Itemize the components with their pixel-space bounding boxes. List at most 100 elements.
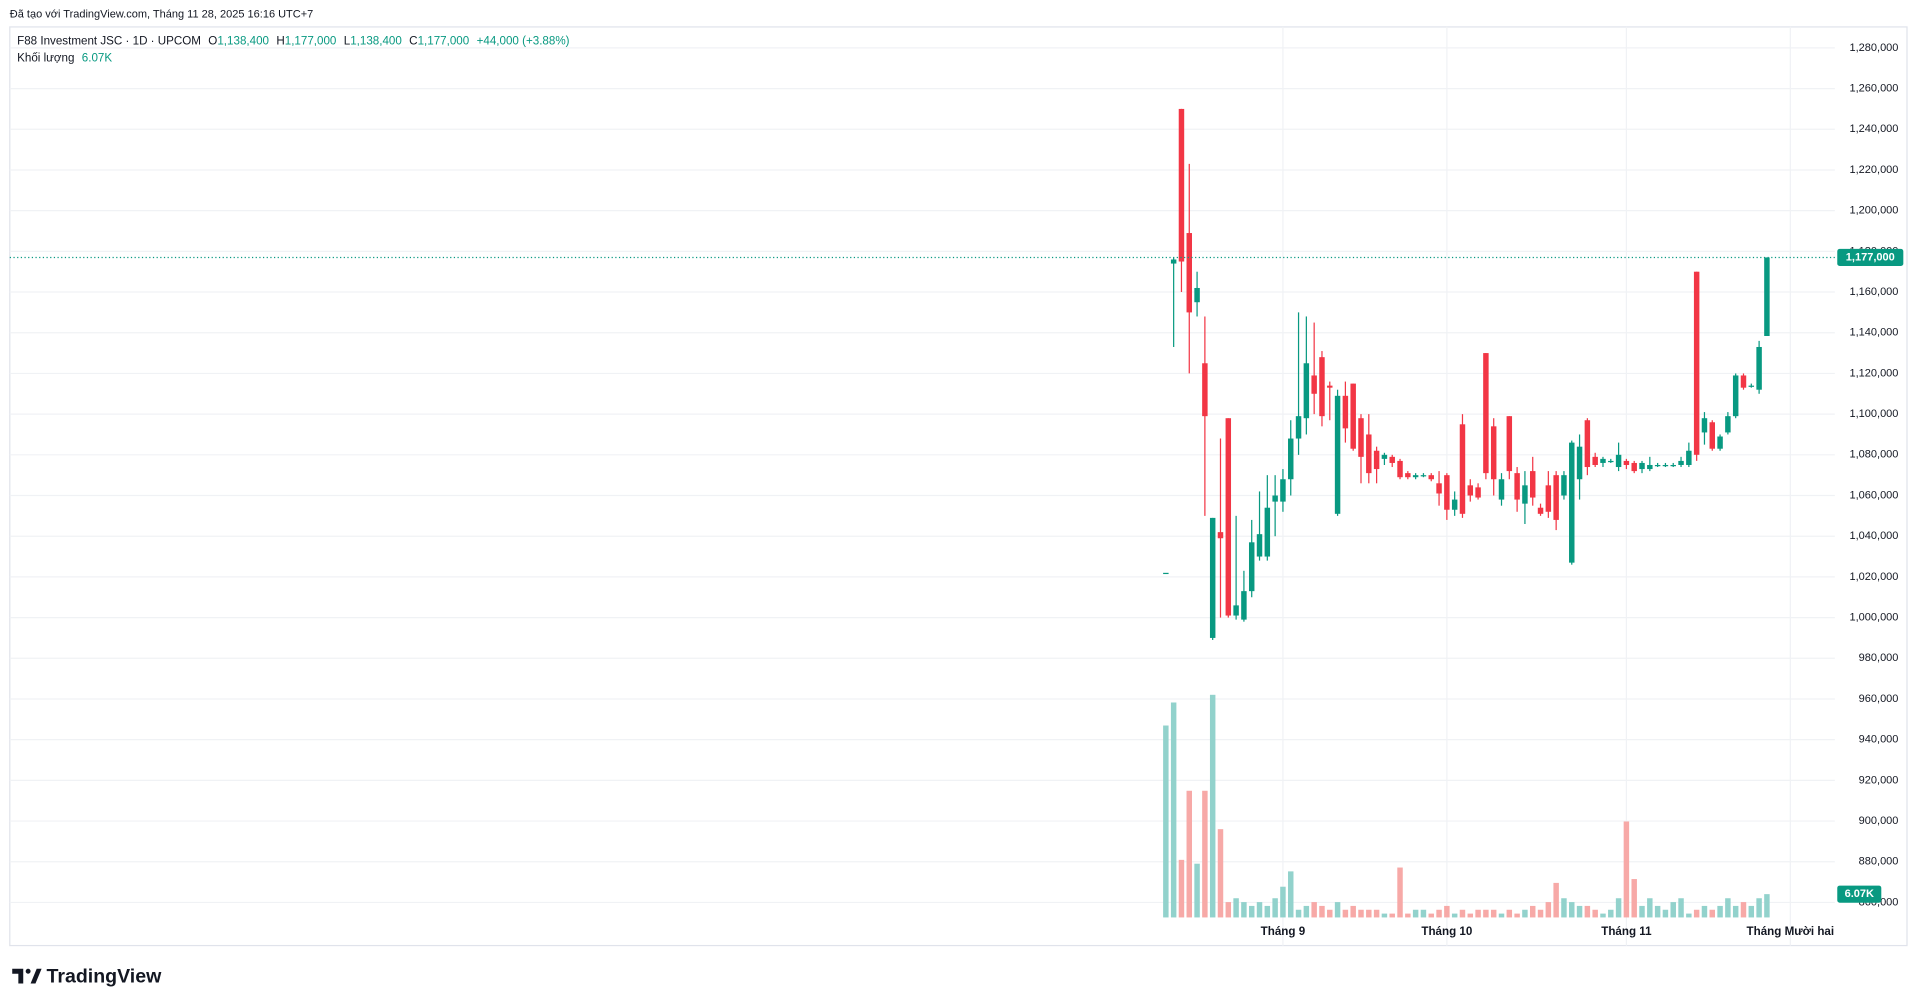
brand-logo: TradingView bbox=[12, 966, 162, 988]
candle-body bbox=[1623, 460, 1630, 465]
volume-bar bbox=[1639, 905, 1645, 918]
volume-bar bbox=[1522, 909, 1528, 918]
candle-body bbox=[1311, 375, 1317, 394]
volume-bar bbox=[1693, 909, 1700, 918]
chart-frame bbox=[9, 26, 1908, 947]
candle-body bbox=[1202, 363, 1208, 417]
volume-bar bbox=[1701, 905, 1708, 918]
volume-bar bbox=[1475, 909, 1481, 918]
candle-body bbox=[1592, 456, 1598, 465]
volume-bar bbox=[1428, 913, 1434, 918]
volume-bar bbox=[1217, 829, 1224, 918]
candle-body bbox=[1381, 454, 1388, 459]
change: +44,000 (+3.88%) bbox=[477, 35, 570, 48]
candle-body bbox=[1756, 346, 1762, 390]
volume-bar bbox=[1436, 909, 1442, 918]
candle-body bbox=[1569, 442, 1575, 563]
volume-bar bbox=[1764, 894, 1770, 918]
volume-bar bbox=[1209, 694, 1216, 918]
volume-bar bbox=[1506, 909, 1513, 918]
y-tick-label: 920,000 bbox=[1859, 774, 1899, 786]
volume-bar bbox=[1342, 909, 1349, 918]
ohlc-key: L bbox=[344, 35, 351, 48]
candle-body bbox=[1732, 375, 1739, 417]
candle-body bbox=[1506, 416, 1513, 472]
volume-bar bbox=[1459, 909, 1466, 918]
candle-body bbox=[1186, 233, 1192, 313]
candle-body bbox=[1295, 416, 1302, 439]
y-tick-label: 1,140,000 bbox=[1849, 327, 1898, 339]
logo-mark bbox=[25, 968, 31, 974]
candle-body bbox=[1545, 485, 1552, 512]
candle-body bbox=[1647, 464, 1653, 470]
created-note: Đã tạo với TradingView.com, Tháng 11 28,… bbox=[10, 9, 313, 21]
volume-bar bbox=[1584, 905, 1591, 918]
volume-bar bbox=[1553, 882, 1559, 918]
candle-body bbox=[1405, 473, 1411, 478]
candle-body bbox=[1654, 464, 1661, 467]
candle-body bbox=[1576, 446, 1583, 480]
candle-body bbox=[1264, 507, 1271, 557]
volume-bar bbox=[1288, 871, 1294, 918]
legend: F88 Investment JSC · 1D · UPCOM O1,138,40… bbox=[17, 35, 570, 65]
y-tick-label: 1,120,000 bbox=[1849, 367, 1898, 379]
candle-body bbox=[1327, 385, 1333, 388]
y-tick-label: 1,000,000 bbox=[1849, 611, 1898, 623]
volume-bar bbox=[1600, 913, 1606, 918]
candle-body bbox=[1529, 471, 1536, 498]
candle-body bbox=[1553, 475, 1559, 520]
y-tick-label: 1,200,000 bbox=[1849, 205, 1898, 217]
volume-bar bbox=[1670, 902, 1676, 918]
y-tick-label: 1,280,000 bbox=[1849, 42, 1898, 54]
y-tick-label: 980,000 bbox=[1859, 652, 1899, 664]
volume-bar bbox=[1514, 913, 1520, 918]
candle-body bbox=[1537, 507, 1544, 514]
candle-body bbox=[1608, 460, 1614, 463]
volume-bar bbox=[1732, 905, 1739, 918]
volume-bar bbox=[1451, 913, 1458, 918]
candle-body bbox=[1389, 456, 1395, 463]
x-tick-label: Tháng Mười hai bbox=[1747, 925, 1835, 938]
volume-bar bbox=[1740, 902, 1747, 918]
candle-body bbox=[1678, 460, 1684, 465]
volume-bar bbox=[1295, 909, 1302, 918]
grid bbox=[9, 26, 1835, 946]
volume-bar bbox=[1498, 913, 1505, 918]
candle-body bbox=[1701, 418, 1708, 433]
volume-bar bbox=[1366, 909, 1372, 918]
candle-body bbox=[1584, 420, 1591, 468]
y-tick-label: 1,040,000 bbox=[1849, 530, 1898, 542]
volume-bar bbox=[1186, 790, 1192, 918]
candle-body bbox=[1272, 495, 1278, 502]
candle-body bbox=[1483, 353, 1489, 474]
x-tick-label: Tháng 10 bbox=[1421, 925, 1472, 938]
logo-mark bbox=[30, 968, 42, 984]
candle-body bbox=[1498, 479, 1505, 500]
candle-body bbox=[1225, 418, 1232, 616]
candle-body bbox=[1451, 499, 1458, 510]
ohlc-value: 1,138,400 bbox=[217, 35, 269, 48]
candle-body bbox=[1662, 464, 1669, 467]
volume-bar bbox=[1545, 902, 1552, 918]
volume-bar bbox=[1537, 909, 1544, 918]
candle-body bbox=[1178, 108, 1185, 262]
volume-bar bbox=[1358, 909, 1364, 918]
y-tick-label: 960,000 bbox=[1859, 693, 1899, 705]
candle-body bbox=[1358, 418, 1364, 457]
candle-body bbox=[1561, 475, 1567, 496]
candle-body bbox=[1709, 422, 1715, 449]
volume-name: Khối lượng bbox=[17, 52, 74, 65]
candle-body bbox=[1467, 485, 1474, 496]
volume-bar bbox=[1467, 913, 1474, 918]
volume-bar bbox=[1576, 905, 1583, 918]
volume-bar bbox=[1662, 909, 1669, 918]
candle-body bbox=[1764, 257, 1770, 336]
candle-body bbox=[1748, 385, 1755, 387]
candle-body bbox=[1436, 483, 1442, 494]
volume-bar bbox=[1631, 879, 1637, 918]
volume-bar bbox=[1717, 905, 1723, 918]
volume-bar bbox=[1444, 905, 1450, 918]
candle-body bbox=[1319, 357, 1325, 417]
